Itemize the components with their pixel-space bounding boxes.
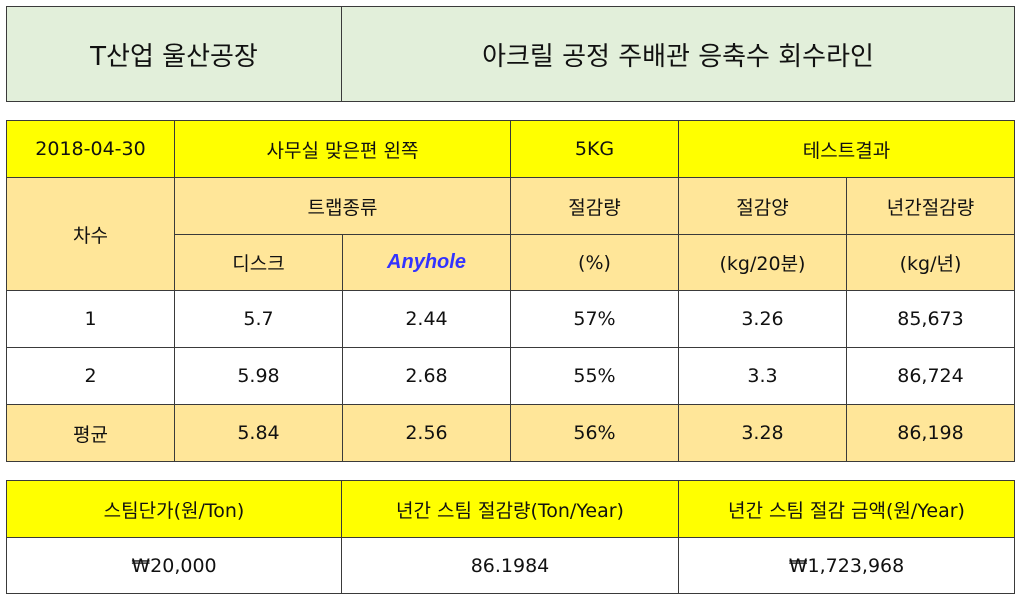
row2-disc: 5.98 — [174, 347, 343, 405]
steam-unit-price-value: ₩20,000 — [6, 537, 342, 594]
row1-amount: 3.26 — [678, 290, 847, 348]
row1-round: 1 — [6, 290, 175, 348]
annual-saving-amount-header: 년간 스팀 절감 금액(원/Year) — [678, 480, 1015, 538]
result-label-cell: 테스트결과 — [678, 120, 1015, 178]
avg-rate: 56% — [510, 404, 679, 462]
report-title-cell: 아크릴 공정 주배관 응축수 회수라인 — [341, 6, 1015, 102]
avg-annual: 86,198 — [846, 404, 1015, 462]
saving-rate-header: 절감량 — [510, 177, 679, 235]
avg-amount: 3.28 — [678, 404, 847, 462]
anyhole-header: Anyhole — [342, 234, 511, 291]
row2-annual: 86,724 — [846, 347, 1015, 405]
row2-rate: 55% — [510, 347, 679, 405]
annual-saving-header: 년간절감량 — [846, 177, 1015, 235]
date-cell: 2018-04-30 — [6, 120, 175, 178]
annual-saving-unit: (kg/년) — [846, 234, 1015, 291]
row2-amount: 3.3 — [678, 347, 847, 405]
round-header: 차수 — [6, 177, 175, 291]
avg-round: 평균 — [6, 404, 175, 462]
saving-amount-unit: (kg/20분) — [678, 234, 847, 291]
company-name-cell: T산업 울산공장 — [6, 6, 342, 102]
pressure-cell: 5KG — [510, 120, 679, 178]
annual-steam-saving-header: 년간 스팀 절감량(Ton/Year) — [341, 480, 679, 538]
annual-saving-amount-value: ₩1,723,968 — [678, 537, 1015, 594]
row1-annual: 85,673 — [846, 290, 1015, 348]
location-cell: 사무실 맞은편 왼쪽 — [174, 120, 511, 178]
row1-rate: 57% — [510, 290, 679, 348]
saving-rate-unit: (%) — [510, 234, 679, 291]
avg-disc: 5.84 — [174, 404, 343, 462]
row1-anyhole: 2.44 — [342, 290, 511, 348]
trap-type-header: 트랩종류 — [174, 177, 511, 235]
steam-unit-price-header: 스팀단가(원/Ton) — [6, 480, 342, 538]
saving-amount-header: 절감양 — [678, 177, 847, 235]
row1-disc: 5.7 — [174, 290, 343, 348]
row2-anyhole: 2.68 — [342, 347, 511, 405]
disc-header: 디스크 — [174, 234, 343, 291]
avg-anyhole: 2.56 — [342, 404, 511, 462]
annual-steam-saving-value: 86.1984 — [341, 537, 679, 594]
row2-round: 2 — [6, 347, 175, 405]
